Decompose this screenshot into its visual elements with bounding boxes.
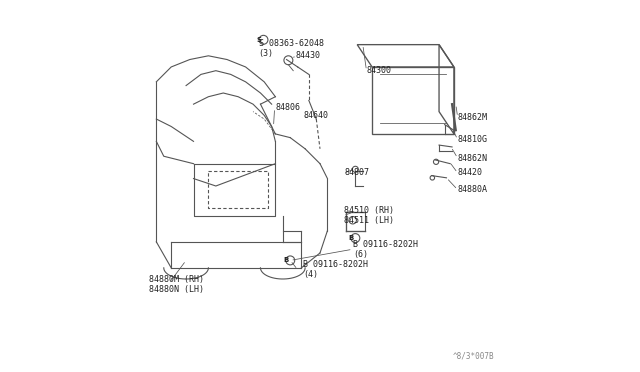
Text: 84862M: 84862M xyxy=(458,113,488,122)
Text: 84807: 84807 xyxy=(344,169,369,177)
Text: S: S xyxy=(257,37,262,43)
Text: 84510 (RH)
84511 (LH): 84510 (RH) 84511 (LH) xyxy=(344,206,394,225)
Text: S 08363-62048
(3): S 08363-62048 (3) xyxy=(259,39,324,58)
Text: 84300: 84300 xyxy=(367,66,392,75)
Text: B 09116-8202H
(4): B 09116-8202H (4) xyxy=(303,260,368,279)
Text: B: B xyxy=(348,235,353,241)
Text: 84810G: 84810G xyxy=(458,135,488,144)
Text: 84880M (RH)
84880N (LH): 84880M (RH) 84880N (LH) xyxy=(149,275,204,294)
Text: 84862N: 84862N xyxy=(458,154,488,163)
Text: 84430: 84430 xyxy=(296,51,321,60)
Text: ^8/3*007B: ^8/3*007B xyxy=(453,352,495,361)
Text: 84880A: 84880A xyxy=(458,185,488,194)
Text: 84640: 84640 xyxy=(303,111,328,120)
Text: 84806: 84806 xyxy=(275,103,300,112)
Text: B 09116-8202H
(6): B 09116-8202H (6) xyxy=(353,240,419,259)
Text: 84420: 84420 xyxy=(458,169,483,177)
Text: B: B xyxy=(283,257,289,263)
